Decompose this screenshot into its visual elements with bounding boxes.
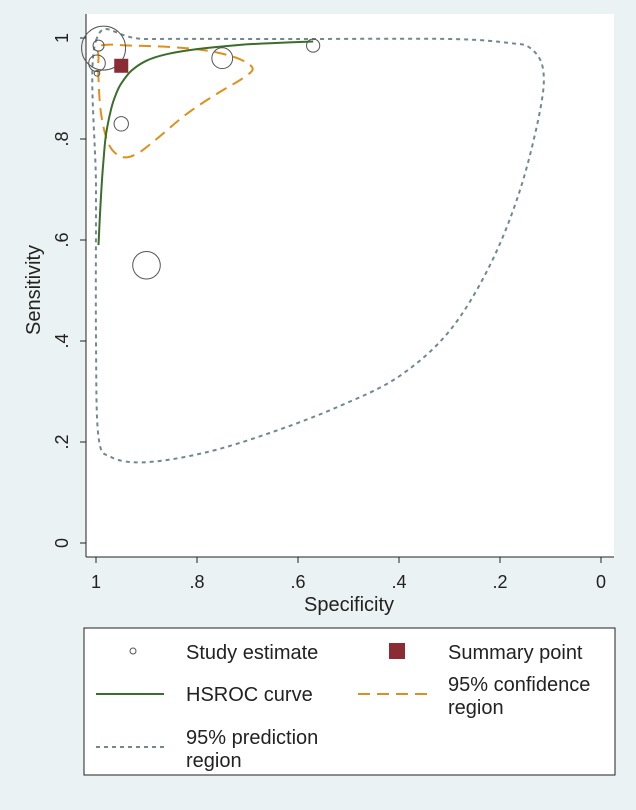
legend-label-summary: Summary point [448, 642, 583, 664]
legend-label-confidence: region [448, 697, 504, 719]
study-estimates [81, 25, 321, 280]
legend-box [83, 627, 616, 776]
legend-label-confidence: 95% confidence [448, 674, 590, 696]
plot-area [86, 14, 614, 557]
x-tick-label: .2 [492, 572, 507, 592]
legend-summary-key [389, 643, 405, 659]
x-tick-label: .4 [391, 572, 406, 592]
x-tick-label: 0 [596, 572, 606, 592]
study-estimate [113, 116, 129, 132]
legend: Study estimate Summary point HSROC curve 95… [96, 642, 590, 772]
hsroc-curve [97, 40, 314, 246]
y-tick-label: 1 [52, 33, 72, 43]
y-tick-label: .8 [52, 131, 72, 146]
study-estimate [81, 25, 127, 71]
legend-label-study: Study estimate [186, 642, 318, 664]
study-estimate [92, 39, 105, 52]
legend-label-prediction: 95% prediction [186, 727, 318, 749]
y-tick-label: .4 [52, 333, 72, 348]
summary-point [114, 58, 129, 73]
legend-label-hsroc: HSROC curve [186, 684, 313, 706]
regions [91, 28, 545, 464]
x-tick-label: .8 [189, 572, 204, 592]
y-tick-label: .6 [52, 232, 72, 247]
study-estimate [93, 70, 101, 77]
y-axis-title: Sensitivity [23, 245, 45, 335]
y-tick-label: 0 [52, 538, 72, 548]
axes: 1 .8 .6 .4 .2 0 0 .2 .4 .6 .8 1 [52, 14, 614, 592]
study-estimate [306, 38, 321, 53]
y-tick-label: .2 [52, 434, 72, 449]
study-estimate [211, 47, 234, 70]
summary-layer [114, 58, 129, 73]
legend-study-key [129, 647, 137, 655]
x-tick-label: 1 [91, 572, 101, 592]
x-tick-label: .6 [290, 572, 305, 592]
legend-label-prediction: region [186, 750, 242, 772]
study-estimate [132, 250, 161, 280]
x-axis-title: Specificity [304, 594, 394, 616]
study-estimate [88, 54, 106, 73]
